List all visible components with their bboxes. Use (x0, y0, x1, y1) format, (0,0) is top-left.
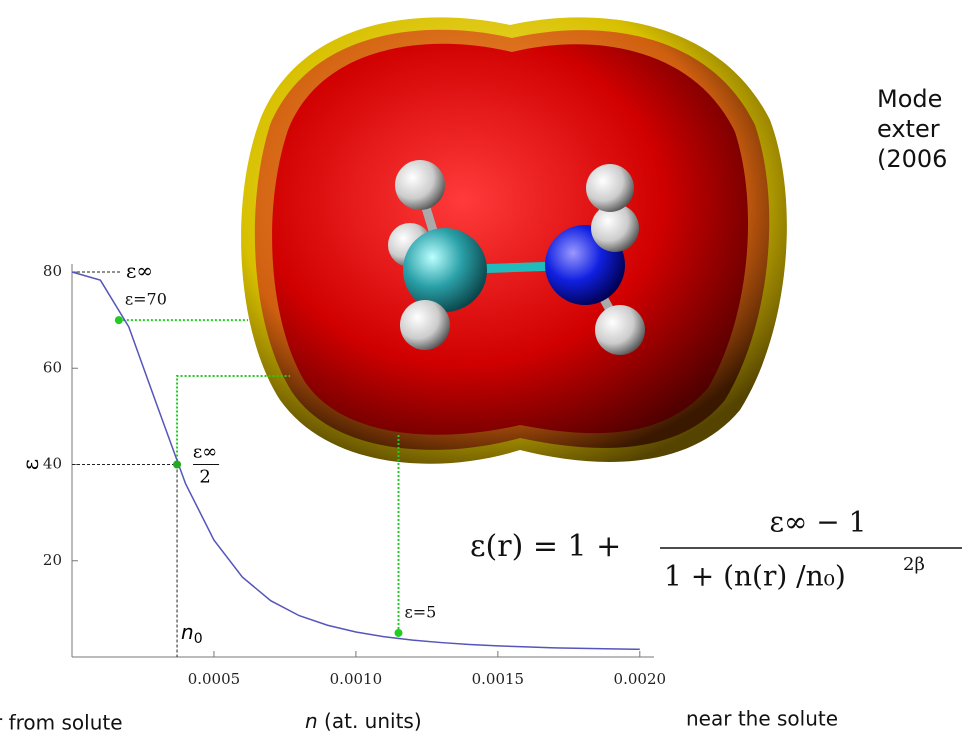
marker-label: ε=70 (125, 290, 167, 309)
side-text: Mode (877, 85, 942, 113)
x-tick-label: 0.0005 (188, 670, 241, 688)
formula-exponent: 2β (903, 554, 925, 575)
left-label: r from solute (0, 711, 123, 735)
slide: 204060800.00050.00100.00150.0020εε=70ε=5… (0, 0, 968, 737)
side-text: exter (877, 115, 940, 143)
n0-base: n (181, 620, 194, 644)
marker (394, 629, 402, 637)
formula-lhs: ε(r) = 1 + (470, 529, 621, 564)
right-label: near the solute (686, 707, 838, 731)
y-tick-label: 20 (43, 551, 62, 569)
eps-inf-label: ε∞ (126, 259, 153, 283)
n0-sub: 0 (194, 631, 203, 647)
marker (115, 316, 123, 324)
x-axis-unit: (at. units) (318, 709, 422, 733)
marker (173, 461, 181, 469)
side-text: (2006 (877, 145, 947, 173)
x-tick-label: 0.0010 (330, 670, 383, 688)
n0-label: n0 (181, 620, 203, 648)
x-axis-label: n (at. units) (305, 709, 422, 733)
marker-label: ε=5 (404, 602, 436, 621)
y-tick-label: 40 (43, 455, 62, 473)
formula: ε(r) = 1 + ε∞ − 1 1 + (n(r) /n₀) 2β (470, 506, 962, 593)
y-tick-label: 60 (43, 358, 62, 376)
y-axis-label: ε (19, 459, 44, 470)
formula-denominator: 1 + (n(r) /n₀) (664, 560, 846, 593)
x-tick-label: 0.0020 (614, 670, 667, 688)
formula-numerator: ε∞ − 1 (770, 506, 867, 539)
y-tick-label: 80 (43, 262, 62, 280)
half-num: ε∞ (193, 442, 217, 463)
x-tick-label: 0.0015 (472, 670, 525, 688)
x-axis-var: n (305, 709, 318, 733)
half-den: 2 (199, 467, 210, 488)
molecule-image (241, 17, 787, 463)
